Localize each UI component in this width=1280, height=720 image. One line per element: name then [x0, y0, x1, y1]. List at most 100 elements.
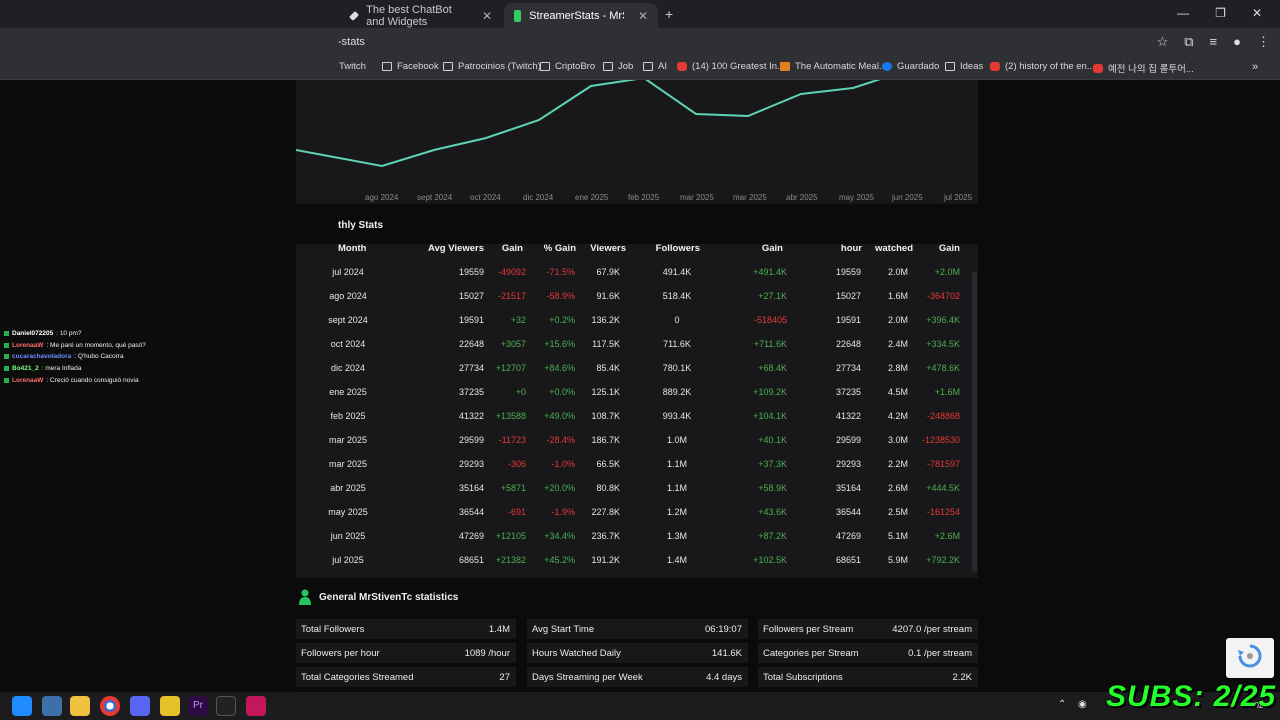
chat-text: : Creció cuando consiguió novia: [46, 376, 139, 384]
value-cell: +444.5K: [926, 483, 960, 493]
url-field[interactable]: -stats: [338, 36, 365, 48]
profile-icon[interactable]: ●: [1233, 34, 1241, 49]
bookmark-greatest[interactable]: (14) 100 Greatest In...: [677, 61, 785, 72]
value-cell: 15027: [835, 291, 861, 301]
bookmark-label: The Automatic Meal...: [795, 61, 887, 72]
file-explorer-icon[interactable]: [70, 696, 90, 716]
recaptcha-badge[interactable]: [1226, 638, 1274, 678]
value-cell: +2.0M: [934, 267, 960, 277]
column-header[interactable]: hour: [840, 243, 862, 254]
task-view-icon[interactable]: [42, 696, 62, 716]
value-cell: +34.4%: [544, 531, 575, 541]
media-icon[interactable]: ≡: [1209, 34, 1218, 49]
bookmark-history[interactable]: (2) history of the en...: [990, 61, 1095, 72]
column-header[interactable]: Followers: [655, 243, 700, 254]
bookmark-label: Job: [618, 61, 634, 72]
chrome-icon[interactable]: [100, 696, 120, 716]
bookmark-meal[interactable]: The Automatic Meal...: [780, 61, 887, 72]
stat-card: Total Followers 1.4M: [296, 619, 516, 639]
stat-value: 06:19:07: [705, 623, 742, 635]
restore-icon[interactable]: ❐: [1215, 6, 1226, 20]
column-header[interactable]: Gain: [938, 243, 960, 254]
value-cell: 41322: [835, 411, 861, 421]
discord-tray-icon[interactable]: ◉: [1078, 699, 1087, 710]
column-header[interactable]: watched: [874, 243, 913, 254]
value-cell: 22648: [458, 339, 484, 349]
bookmark-criptobro[interactable]: CriptoBro: [540, 61, 595, 72]
chat-badge-icon: [4, 377, 9, 383]
stat-card: Total Categories Streamed 27: [296, 667, 516, 687]
close-icon[interactable]: ✕: [637, 8, 648, 23]
bookmark-patrocinios[interactable]: Patrocinios (Twitch): [443, 61, 541, 72]
minimize-icon[interactable]: —: [1177, 6, 1190, 20]
value-cell: +20.0%: [544, 483, 575, 493]
bookmark-label: 예전 나의 집 롤투어...: [1108, 64, 1194, 75]
bookmark-ideas[interactable]: Ideas: [945, 61, 983, 72]
column-header[interactable]: Gain: [501, 243, 523, 254]
sticky-notes-icon[interactable]: [160, 696, 180, 716]
windows-start-icon[interactable]: [12, 696, 32, 716]
tab-streamerstats[interactable]: StreamerStats - MrStivenTc All T ✕: [504, 3, 658, 28]
folder-icon: [540, 62, 550, 71]
new-tab-icon[interactable]: +: [665, 6, 674, 22]
bookmark-facebook[interactable]: Facebook: [382, 61, 439, 72]
month-cell: ene 2025: [329, 387, 367, 397]
bookmark-job[interactable]: Job: [603, 61, 633, 72]
value-cell: -306: [507, 459, 526, 469]
bookmark-twitch[interactable]: Twitch: [339, 61, 366, 72]
value-cell: 889.2K: [662, 387, 692, 397]
value-cell: 91.6K: [596, 291, 620, 301]
menu-icon[interactable]: ⋮: [1257, 34, 1270, 49]
value-cell: 1.1M: [666, 459, 687, 469]
table-scrollbar[interactable]: [972, 272, 977, 572]
toolbar-icons: ☆ ⧉ ≡ ● ⋮: [1157, 34, 1270, 50]
bookmark-ai[interactable]: AI: [643, 61, 667, 72]
value-cell: 19559: [458, 267, 484, 277]
x-tick-label: sept 2024: [417, 193, 453, 202]
chat-badge-icon: [4, 331, 9, 336]
tab-chatbot[interactable]: The best ChatBot and Widgets ✕: [340, 3, 502, 28]
column-header[interactable]: % Gain: [543, 243, 576, 254]
value-cell: 80.8K: [596, 483, 620, 493]
terminal-icon[interactable]: [216, 696, 236, 716]
column-header[interactable]: Gain: [761, 243, 783, 254]
bookmark-label: Twitch: [339, 61, 366, 72]
value-cell: +104.1K: [753, 411, 787, 421]
star-icon[interactable]: ☆: [1156, 34, 1169, 49]
bookmark-guardado[interactable]: Guardado: [882, 61, 939, 72]
value-cell: -1.0%: [551, 459, 575, 469]
value-cell: +68.4K: [758, 363, 787, 373]
month-cell: mar 2025: [328, 459, 368, 469]
youtube-icon: [990, 62, 1000, 71]
value-cell: -364702: [926, 291, 960, 301]
folder-icon: [945, 62, 955, 71]
discord-icon[interactable]: [130, 696, 150, 716]
value-cell: 108.7K: [591, 411, 620, 421]
recaptcha-icon: [1238, 644, 1262, 668]
close-window-icon[interactable]: ✕: [1251, 6, 1262, 20]
diamond-icon: [349, 10, 360, 21]
close-icon[interactable]: ✕: [481, 8, 492, 23]
value-cell: +12707: [495, 363, 526, 373]
column-header[interactable]: Viewers: [590, 243, 626, 254]
x-tick-label: oct 2024: [470, 193, 501, 202]
app-icon[interactable]: [246, 696, 266, 716]
bookmark-korean[interactable]: 예전 나의 집 롤투어...: [1093, 61, 1194, 75]
value-cell: 36544: [458, 507, 484, 517]
tray-chevron-icon[interactable]: ⌃: [1058, 699, 1067, 710]
value-cell: +21382: [495, 555, 526, 565]
column-header[interactable]: Avg Viewers: [428, 243, 484, 254]
stat-card: Avg Start Time 06:19:07: [527, 619, 748, 639]
stat-label: Followers per Stream: [763, 623, 854, 635]
value-cell: 19591: [458, 315, 484, 325]
value-cell: 1.3M: [666, 531, 687, 541]
bookmarks-overflow-icon[interactable]: »: [1252, 61, 1259, 73]
value-cell: 67.9K: [596, 267, 620, 277]
value-cell: -58.9%: [546, 291, 575, 301]
value-cell: 518.4K: [662, 291, 692, 301]
premiere-icon[interactable]: Pr: [188, 696, 208, 716]
value-cell: -49092: [497, 267, 526, 277]
column-header[interactable]: Month: [338, 243, 367, 254]
extensions-icon[interactable]: ⧉: [1184, 34, 1194, 49]
value-cell: -1238530: [921, 435, 960, 445]
